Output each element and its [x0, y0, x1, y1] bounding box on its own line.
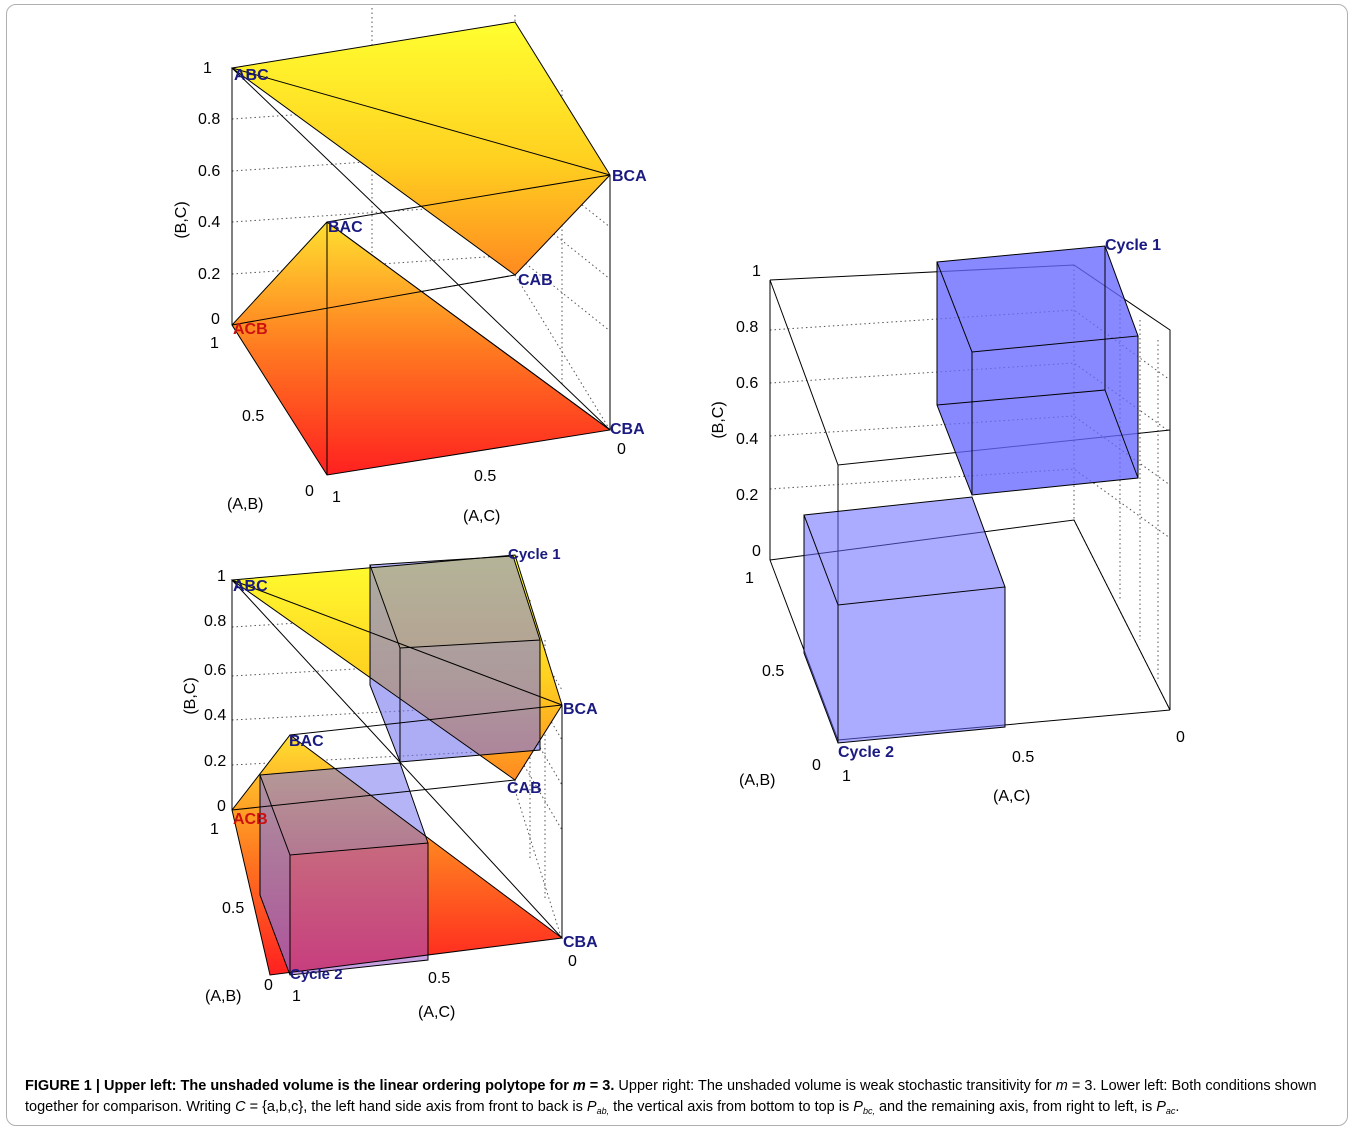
figure-frame [6, 4, 1348, 1126]
ab-tick: 0.5 [762, 663, 784, 680]
ab-axis-label: (A,B) [739, 772, 775, 789]
z-tick: 0 [752, 543, 761, 560]
z-tick: 0.8 [736, 319, 758, 336]
vertex-label: ABC [234, 67, 269, 84]
ab-tick: 1 [210, 821, 219, 838]
vertex-label: CBA [563, 934, 598, 951]
cycle1-box [369, 555, 541, 763]
z-tick: 1 [752, 263, 761, 280]
z-tick: 0.6 [204, 662, 226, 679]
polytope-edges [230, 21, 612, 476]
ab-axis-label: (A,B) [227, 496, 263, 513]
ab-tick: 1 [210, 335, 219, 352]
ab-tick: 0.5 [242, 408, 264, 425]
cycle2-box [803, 496, 1006, 744]
cycle1-box [936, 245, 1139, 496]
z-tick: 0.8 [204, 613, 226, 630]
z-tick: 0 [217, 798, 226, 815]
ab-tick: 0 [305, 483, 314, 500]
panel-upper-left: 1 0.8 0.6 0.4 0.2 0 1 0.5 0 1 0.5 0 (B,C… [173, 8, 647, 525]
ac-tick: 0.5 [474, 468, 496, 485]
caption-title: FIGURE 1 | Upper left: The unshaded volu… [25, 1078, 615, 1094]
z-tick: 0.4 [736, 431, 758, 448]
polytope-edges [230, 554, 564, 976]
polytope-face-top [232, 22, 610, 275]
ac-tick: 0 [1176, 729, 1185, 746]
z-axis-label: (B,C) [710, 401, 727, 438]
cycle2-box [259, 762, 429, 976]
ac-tick: 1 [332, 489, 341, 506]
polytope-face-bottom [232, 222, 610, 475]
z-tick: 0.4 [204, 707, 226, 724]
ac-tick: 0 [568, 953, 577, 970]
ac-axis-label: (A,C) [463, 508, 500, 525]
z-axis-label: (B,C) [182, 677, 199, 714]
figure-caption: FIGURE 1 | Upper left: The unshaded volu… [25, 1078, 1317, 1116]
vertex-label: BAC [328, 219, 363, 236]
ac-tick: 1 [292, 988, 301, 1005]
z-tick: 0 [211, 311, 220, 328]
ac-tick: 1 [842, 768, 851, 785]
z-tick: 0.2 [736, 487, 758, 504]
vertex-label: CBA [610, 421, 645, 438]
cycle1-label: Cycle 1 [1105, 237, 1161, 254]
ab-tick: 0 [264, 977, 273, 994]
z-tick: 0.8 [198, 111, 220, 128]
vertex-label: ABC [233, 578, 268, 595]
ac-axis-label: (A,C) [418, 1004, 455, 1021]
vertex-label: ACB [233, 811, 268, 828]
vertex-label: BAC [289, 733, 324, 750]
cycle2-label: Cycle 2 [290, 966, 343, 983]
ab-tick: 0.5 [222, 900, 244, 917]
z-axis-label: (B,C) [173, 201, 190, 238]
vertex-label: CAB [518, 272, 553, 289]
panel-lower-left: 1 0.8 0.6 0.4 0.2 0 1 0.5 0 1 0.5 0 (B,C… [182, 546, 598, 1021]
ac-tick: 0.5 [428, 970, 450, 987]
ab-tick: 1 [745, 570, 754, 587]
vertex-label: ACB [233, 321, 268, 338]
ab-axis-label: (A,B) [205, 988, 241, 1005]
cycle2-label: Cycle 2 [838, 744, 894, 761]
panel-right: 1 0.8 0.6 0.4 0.2 0 1 0.5 0 1 0.5 0 (B,C… [710, 237, 1185, 805]
z-tick: 1 [217, 568, 226, 585]
z-tick: 0.4 [198, 214, 220, 231]
ac-tick: 0.5 [1012, 749, 1034, 766]
vertex-label: BCA [563, 701, 598, 718]
z-tick: 1 [203, 60, 212, 77]
ac-tick: 0 [617, 441, 626, 458]
z-tick: 0.2 [198, 266, 220, 283]
vertex-label: CAB [507, 780, 542, 797]
cycle1-label: Cycle 1 [508, 546, 561, 563]
z-tick: 0.6 [198, 163, 220, 180]
z-tick: 0.2 [204, 753, 226, 770]
vertex-label: BCA [612, 168, 647, 185]
z-tick: 0.6 [736, 375, 758, 392]
ac-axis-label: (A,C) [993, 788, 1030, 805]
ab-tick: 0 [812, 757, 821, 774]
